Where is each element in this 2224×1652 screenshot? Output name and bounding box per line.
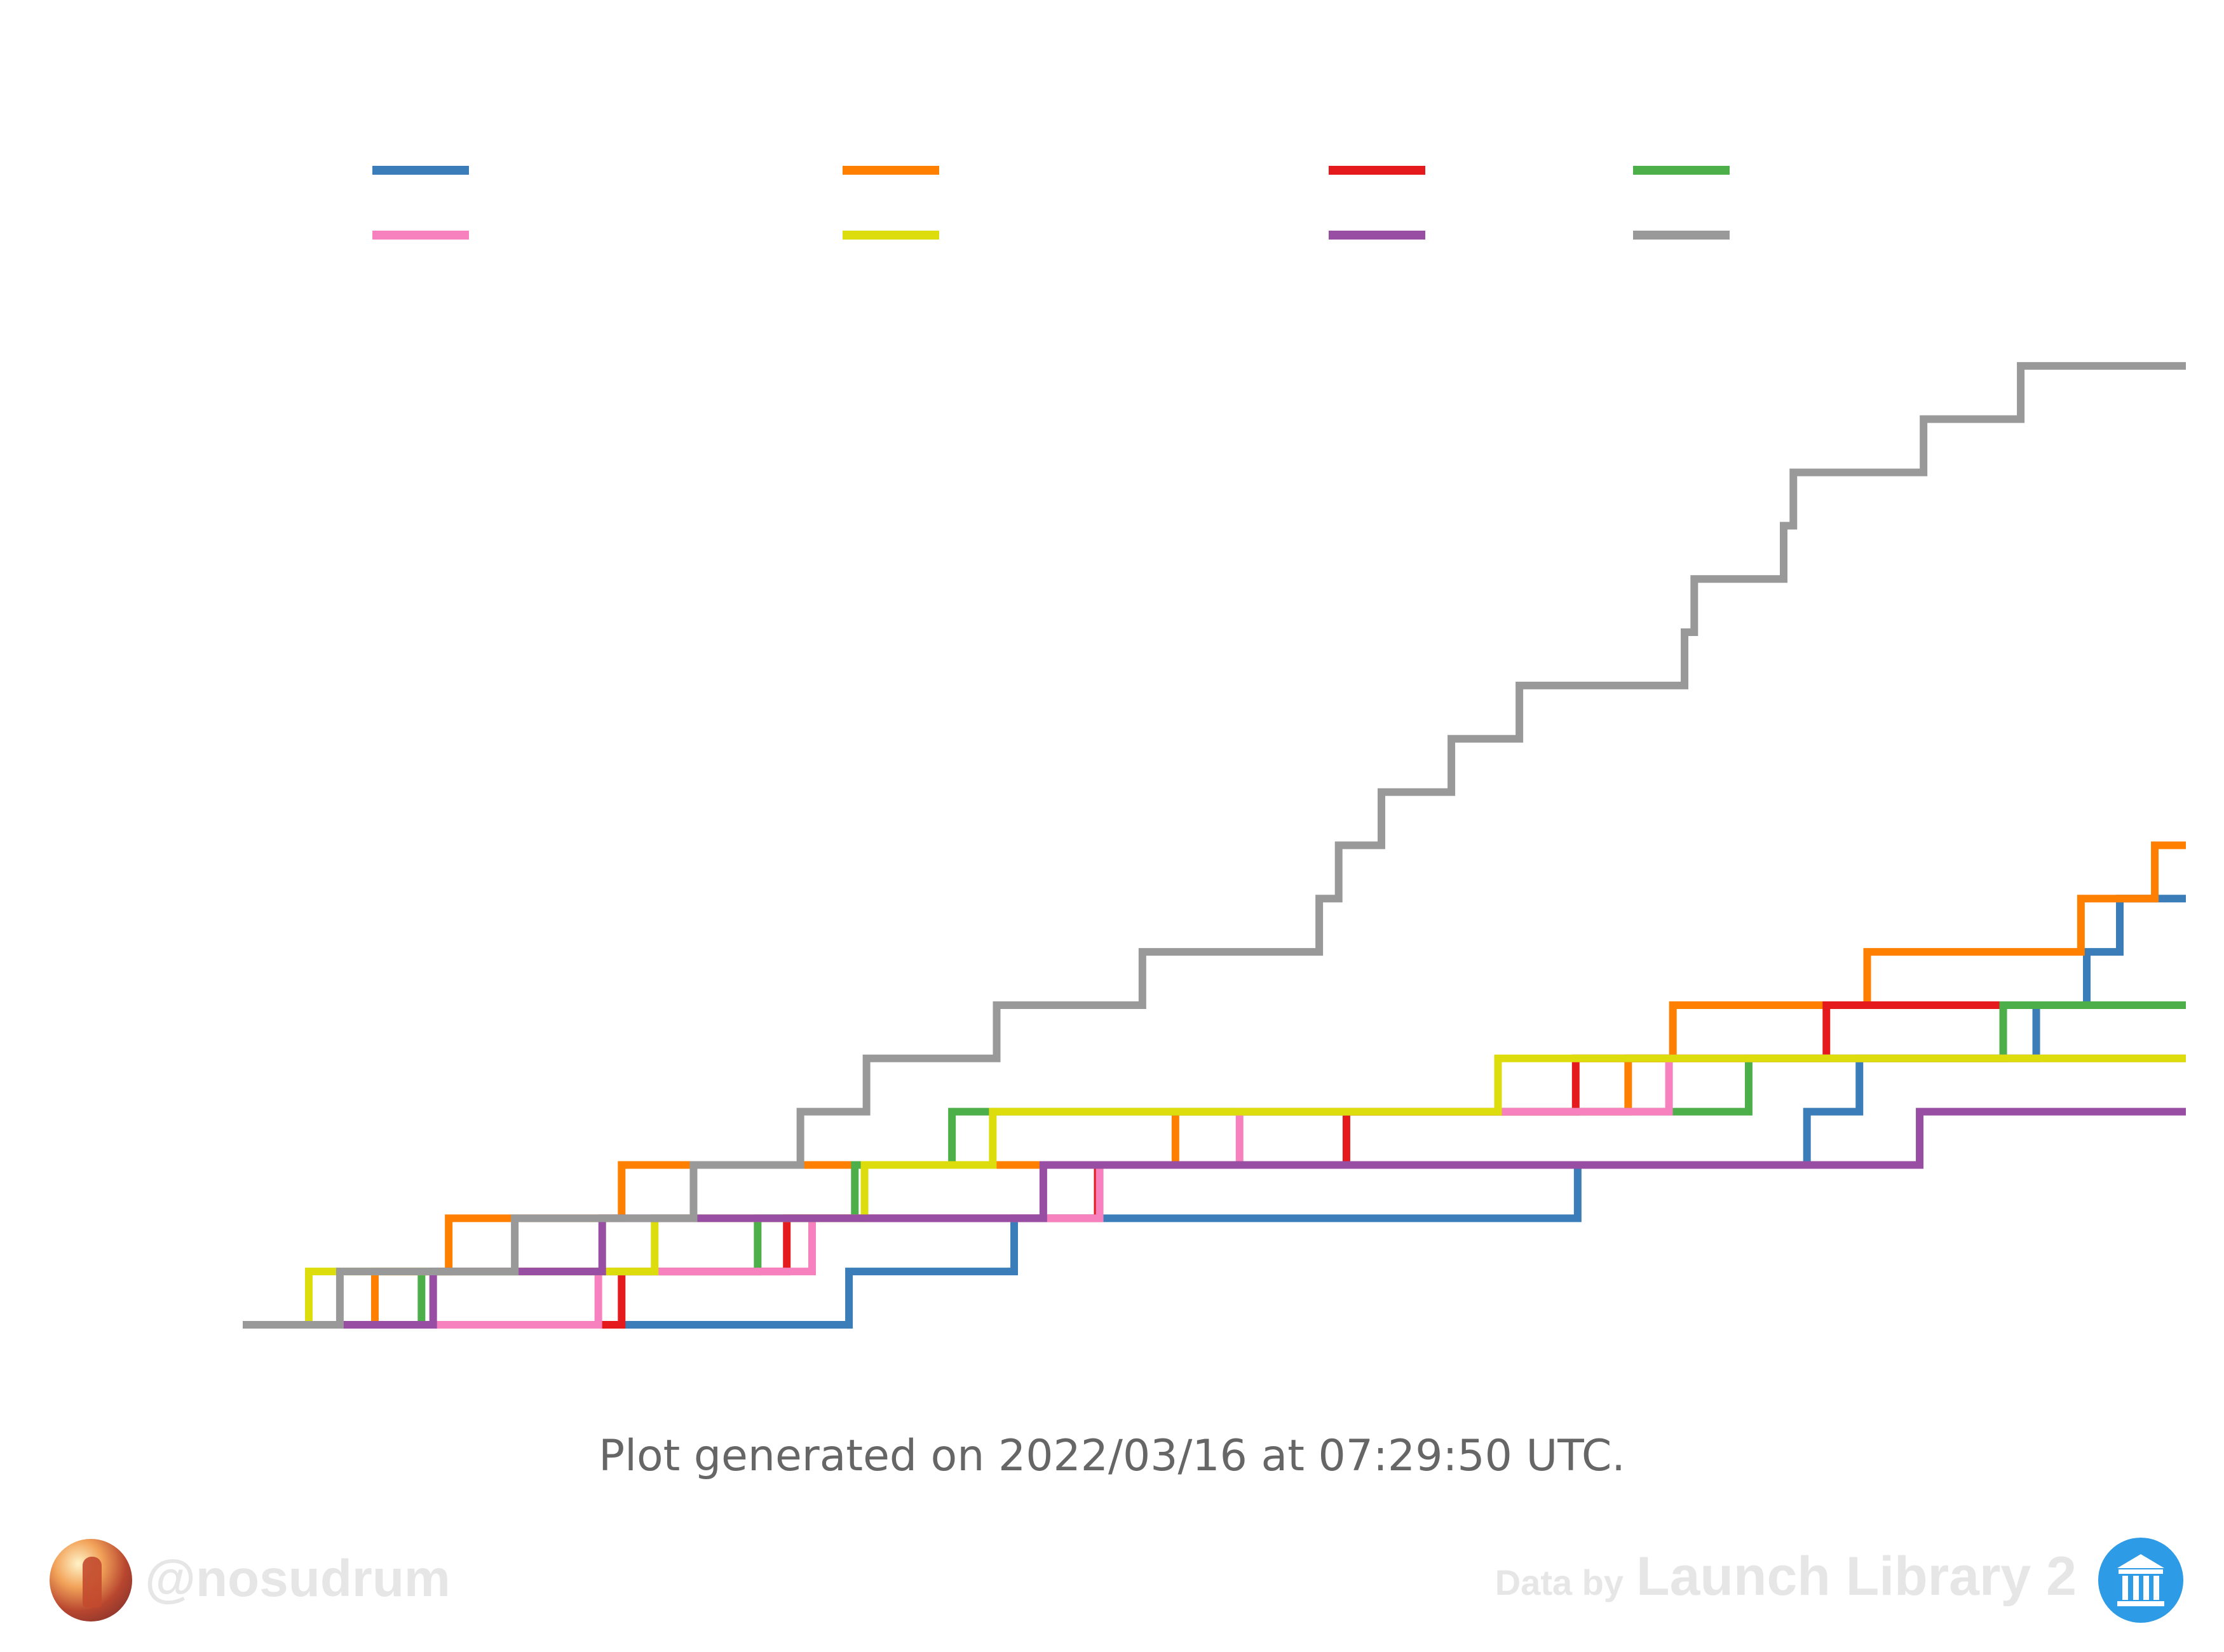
chart-plot-area — [243, 362, 2186, 1329]
author-handle: @nosudrum — [145, 1550, 451, 1608]
series-line-1 — [243, 895, 2186, 1329]
data-credit-source: Launch Library 2 — [1636, 1546, 2077, 1607]
series-line-2 — [243, 841, 2186, 1329]
series-line-7 — [243, 1107, 2186, 1329]
data-credit: Data by Launch Library 2 — [1495, 1545, 2077, 1608]
launch-library-logo-icon — [2098, 1538, 2183, 1623]
series-line-6 — [243, 1054, 2186, 1329]
series-line-5 — [243, 1054, 2186, 1329]
plot-generated-note: Plot generated on 2022/03/16 at 07:29:50… — [599, 1431, 1625, 1481]
data-credit-prefix: Data by — [1495, 1562, 1624, 1602]
series-line-8 — [243, 362, 2186, 1329]
chart-legend — [372, 166, 1730, 240]
author-avatar-icon — [50, 1539, 132, 1622]
